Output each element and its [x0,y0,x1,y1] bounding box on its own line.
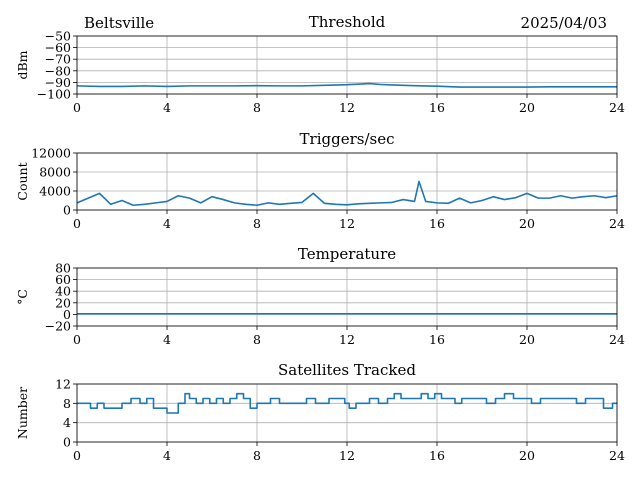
x-tick-label: 8 [253,448,261,463]
location-label: Beltsville [84,14,154,32]
series-line [76,180,618,207]
x-tick-label: 0 [73,332,81,347]
x-tick-label: 8 [253,216,261,231]
x-tick-label: 0 [73,448,81,463]
x-tick-label: 20 [519,332,535,347]
date-label: 2025/04/03 [521,14,607,32]
y-tick-label: 80 [55,261,71,276]
x-tick-label: 0 [73,216,81,231]
chart-panel-2: 0 4 8 12 16 20 24 0 4000 8000 12000 Triggers/sec Cou… [15,130,625,231]
x-tick-label: 4 [163,448,171,463]
x-tick-label: 16 [429,216,445,231]
x-tick-label: 24 [609,448,625,463]
y-tick-label: 40 [55,284,71,299]
x-tick-label: 16 [429,448,445,463]
x-tick-label: 12 [339,216,355,231]
x-tick-label: 20 [519,448,535,463]
x-tick-label: 12 [339,100,355,115]
y-tick-label: 20 [55,295,71,310]
y-tick-label: −90 [45,75,71,90]
x-tick-label: 20 [519,216,535,231]
x-tick-label: 24 [609,100,625,115]
x-tick-label: 20 [519,100,535,115]
y-tick-label: 8 [63,396,71,411]
y-tick-label: 0 [63,435,71,450]
chart-panel-1: 0 4 8 12 16 20 24 −50−60−70−80−90−100 Threshold d… [15,13,625,115]
y-tick-label: −100 [37,87,71,102]
y-tick-label: −20 [45,319,71,334]
y-axis-label: Count [15,162,30,200]
y-axis-label: dBm [15,50,30,79]
y-tick-label: 4000 [39,184,71,199]
x-tick-label: 12 [339,332,355,347]
x-tick-label: 24 [609,332,625,347]
panel-title: Threshold [309,13,386,31]
y-tick-label: 4 [63,415,71,430]
x-tick-label: 24 [609,216,625,231]
series-line [76,82,617,88]
x-tick-label: 8 [253,100,261,115]
series-line [77,392,617,414]
y-tick-label: 12000 [31,146,71,161]
panel-title: Temperature [298,245,396,263]
y-tick-label: 0 [63,203,71,218]
y-axis-label: Number [15,387,30,439]
x-tick-label: 4 [163,100,171,115]
x-tick-label: 12 [339,448,355,463]
x-tick-label: 0 [73,100,81,115]
x-tick-label: 8 [253,332,261,347]
x-tick-label: 4 [163,216,171,231]
panel-title: Satellites Tracked [278,361,416,379]
y-tick-label: −60 [45,40,71,55]
y-tick-label: 12 [55,377,71,392]
chart-panel-4: 0 4 8 12 16 20 24 0 4 8 12 Satellites Tracked Number [15,361,625,463]
panel-title: Triggers/sec [300,130,395,148]
y-tick-label: 8000 [39,165,71,180]
y-axis-label: °C [15,289,30,305]
x-tick-label: 16 [429,332,445,347]
y-tick-label: 0 [63,307,71,322]
y-tick-label: 60 [55,272,71,287]
y-tick-label: −70 [45,52,71,67]
y-tick-label: −50 [45,29,71,44]
x-tick-label: 16 [429,100,445,115]
chart-panels: 0 4 8 12 16 20 24 −50−60−70−80−90−100 Threshold d… [15,13,625,463]
y-tick-label: −80 [45,63,71,78]
x-tick-label: 4 [163,332,171,347]
